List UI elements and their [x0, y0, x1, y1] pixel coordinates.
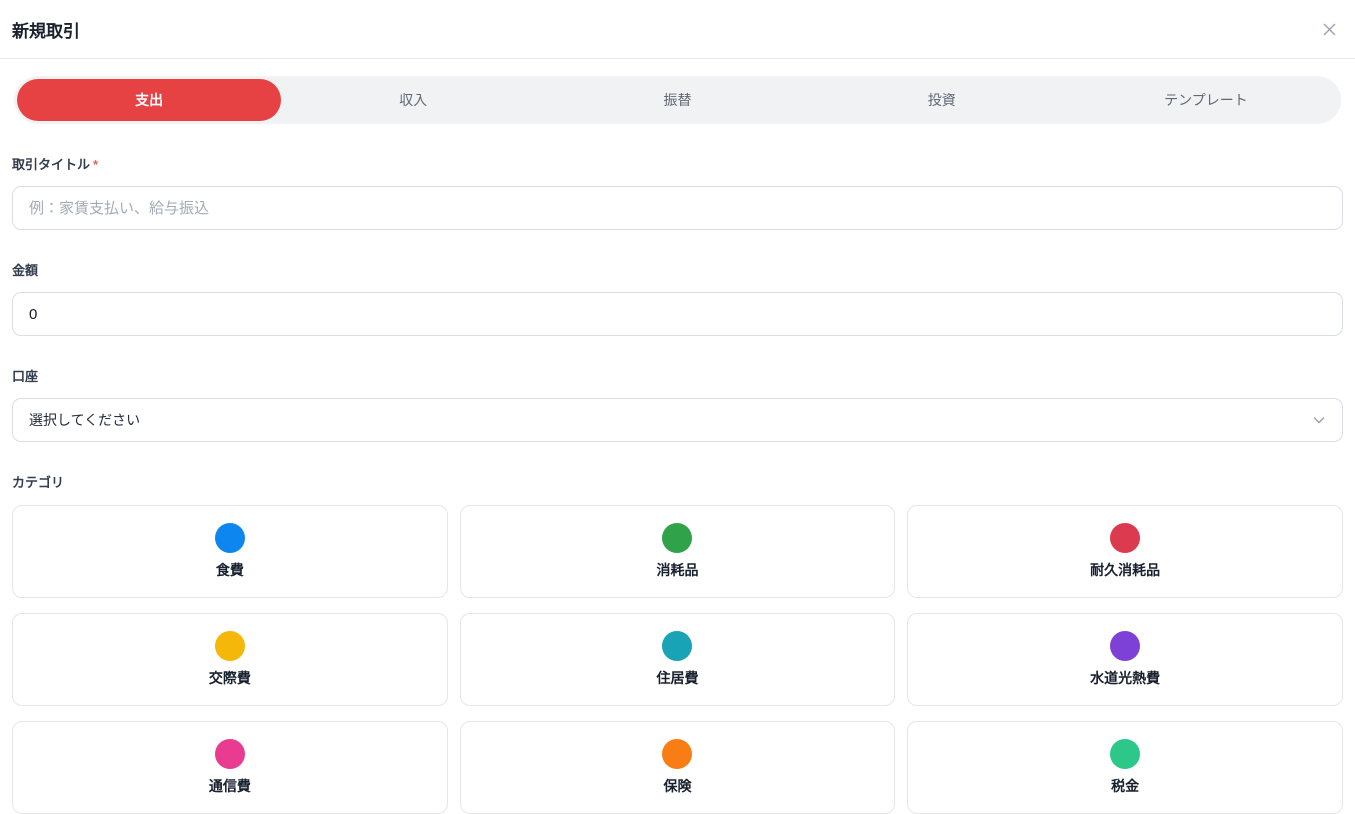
category-color-dot — [214, 523, 245, 553]
account-select-value: 選択してください — [29, 412, 141, 428]
category-card-consumables[interactable]: 消耗品 — [459, 505, 896, 598]
category-card-social-expenses[interactable]: 交際費 — [12, 613, 448, 706]
category-color-dot — [662, 739, 693, 769]
close-button[interactable] — [1317, 17, 1341, 41]
category-field: カテゴリ 食費 消耗品 耐久消耗品 交際費 住居費 — [12, 472, 1343, 814]
category-card-label: 消耗品 — [656, 562, 699, 578]
category-card-tax[interactable]: 税金 — [907, 721, 1343, 814]
tab-expense[interactable]: 支出 — [17, 79, 282, 121]
chevron-down-icon — [1312, 413, 1326, 427]
required-asterisk: * — [93, 157, 99, 172]
category-card-communication[interactable]: 通信費 — [12, 721, 448, 814]
category-card-food[interactable]: 食費 — [12, 505, 448, 598]
category-color-dot — [214, 739, 245, 769]
category-card-label: 交際費 — [208, 670, 251, 686]
tab-investment[interactable]: 投資 — [927, 92, 956, 108]
category-card-insurance[interactable]: 保険 — [459, 721, 896, 814]
transaction-title-input[interactable] — [12, 186, 1343, 230]
tab-template[interactable]: テンプレート — [1164, 92, 1248, 108]
modal-title: 新規取引 — [12, 21, 80, 41]
category-color-dot — [214, 631, 245, 661]
category-card-label: 住居費 — [656, 670, 699, 686]
category-card-label: 通信費 — [208, 778, 251, 794]
category-grid: 食費 消耗品 耐久消耗品 交際費 住居費 水道光熱費 — [12, 505, 1343, 814]
tab-income[interactable]: 収入 — [399, 92, 428, 108]
category-card-label: 食費 — [215, 562, 244, 578]
modal-header: 新規取引 — [0, 0, 1355, 59]
category-card-utilities[interactable]: 水道光熱費 — [907, 613, 1343, 706]
amount-label: 金額 — [12, 263, 39, 278]
category-color-dot — [1110, 739, 1141, 769]
close-icon — [1322, 22, 1337, 37]
category-color-dot — [1110, 523, 1141, 553]
account-select[interactable]: 選択してください — [12, 398, 1343, 442]
category-card-durable-goods[interactable]: 耐久消耗品 — [907, 505, 1343, 598]
account-label: 口座 — [12, 369, 39, 384]
category-card-label: 耐久消耗品 — [1090, 562, 1161, 578]
transaction-form: 取引タイトル* 金額 口座 選択してください カテゴリ 食費 消耗品 — [0, 154, 1355, 814]
account-field: 口座 選択してください — [12, 366, 1343, 442]
tab-transfer[interactable]: 振替 — [663, 92, 692, 108]
category-color-dot — [1110, 631, 1141, 661]
transaction-title-field: 取引タイトル * — [12, 154, 1343, 230]
category-card-label: 水道光熱費 — [1090, 670, 1161, 686]
amount-input[interactable] — [12, 292, 1343, 336]
category-label: カテゴリ — [12, 475, 65, 490]
category-card-label: 税金 — [1111, 778, 1140, 794]
transaction-title-label-text: 取引タイトル — [12, 157, 91, 172]
category-card-label: 保険 — [663, 778, 692, 794]
category-color-dot — [662, 631, 693, 661]
transaction-title-label: 取引タイトル * — [12, 154, 1343, 173]
category-card-housing[interactable]: 住居費 — [459, 613, 896, 706]
category-color-dot — [662, 523, 693, 553]
tab-bar: 支出 収入 振替 投資 テンプレート — [14, 76, 1341, 124]
amount-field: 金額 — [12, 260, 1343, 336]
